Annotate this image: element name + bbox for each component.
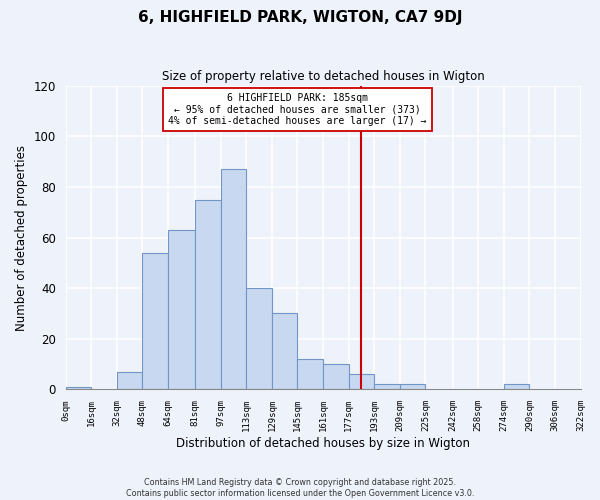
Text: 6, HIGHFIELD PARK, WIGTON, CA7 9DJ: 6, HIGHFIELD PARK, WIGTON, CA7 9DJ	[138, 10, 462, 25]
Text: 6 HIGHFIELD PARK: 185sqm
← 95% of detached houses are smaller (373)
4% of semi-d: 6 HIGHFIELD PARK: 185sqm ← 95% of detach…	[168, 93, 427, 126]
Bar	[298, 359, 323, 390]
Bar	[272, 314, 298, 390]
Bar	[504, 384, 529, 390]
Bar	[400, 384, 425, 390]
Title: Size of property relative to detached houses in Wigton: Size of property relative to detached ho…	[162, 70, 484, 83]
Bar	[142, 252, 168, 390]
X-axis label: Distribution of detached houses by size in Wigton: Distribution of detached houses by size …	[176, 437, 470, 450]
Bar	[117, 372, 142, 390]
Bar	[374, 384, 400, 390]
Bar	[221, 169, 247, 390]
Bar	[247, 288, 272, 390]
Y-axis label: Number of detached properties: Number of detached properties	[15, 144, 28, 330]
Bar	[349, 374, 374, 390]
Bar	[65, 387, 91, 390]
Bar	[323, 364, 349, 390]
Text: Contains HM Land Registry data © Crown copyright and database right 2025.
Contai: Contains HM Land Registry data © Crown c…	[126, 478, 474, 498]
Bar	[168, 230, 195, 390]
Bar	[195, 200, 221, 390]
